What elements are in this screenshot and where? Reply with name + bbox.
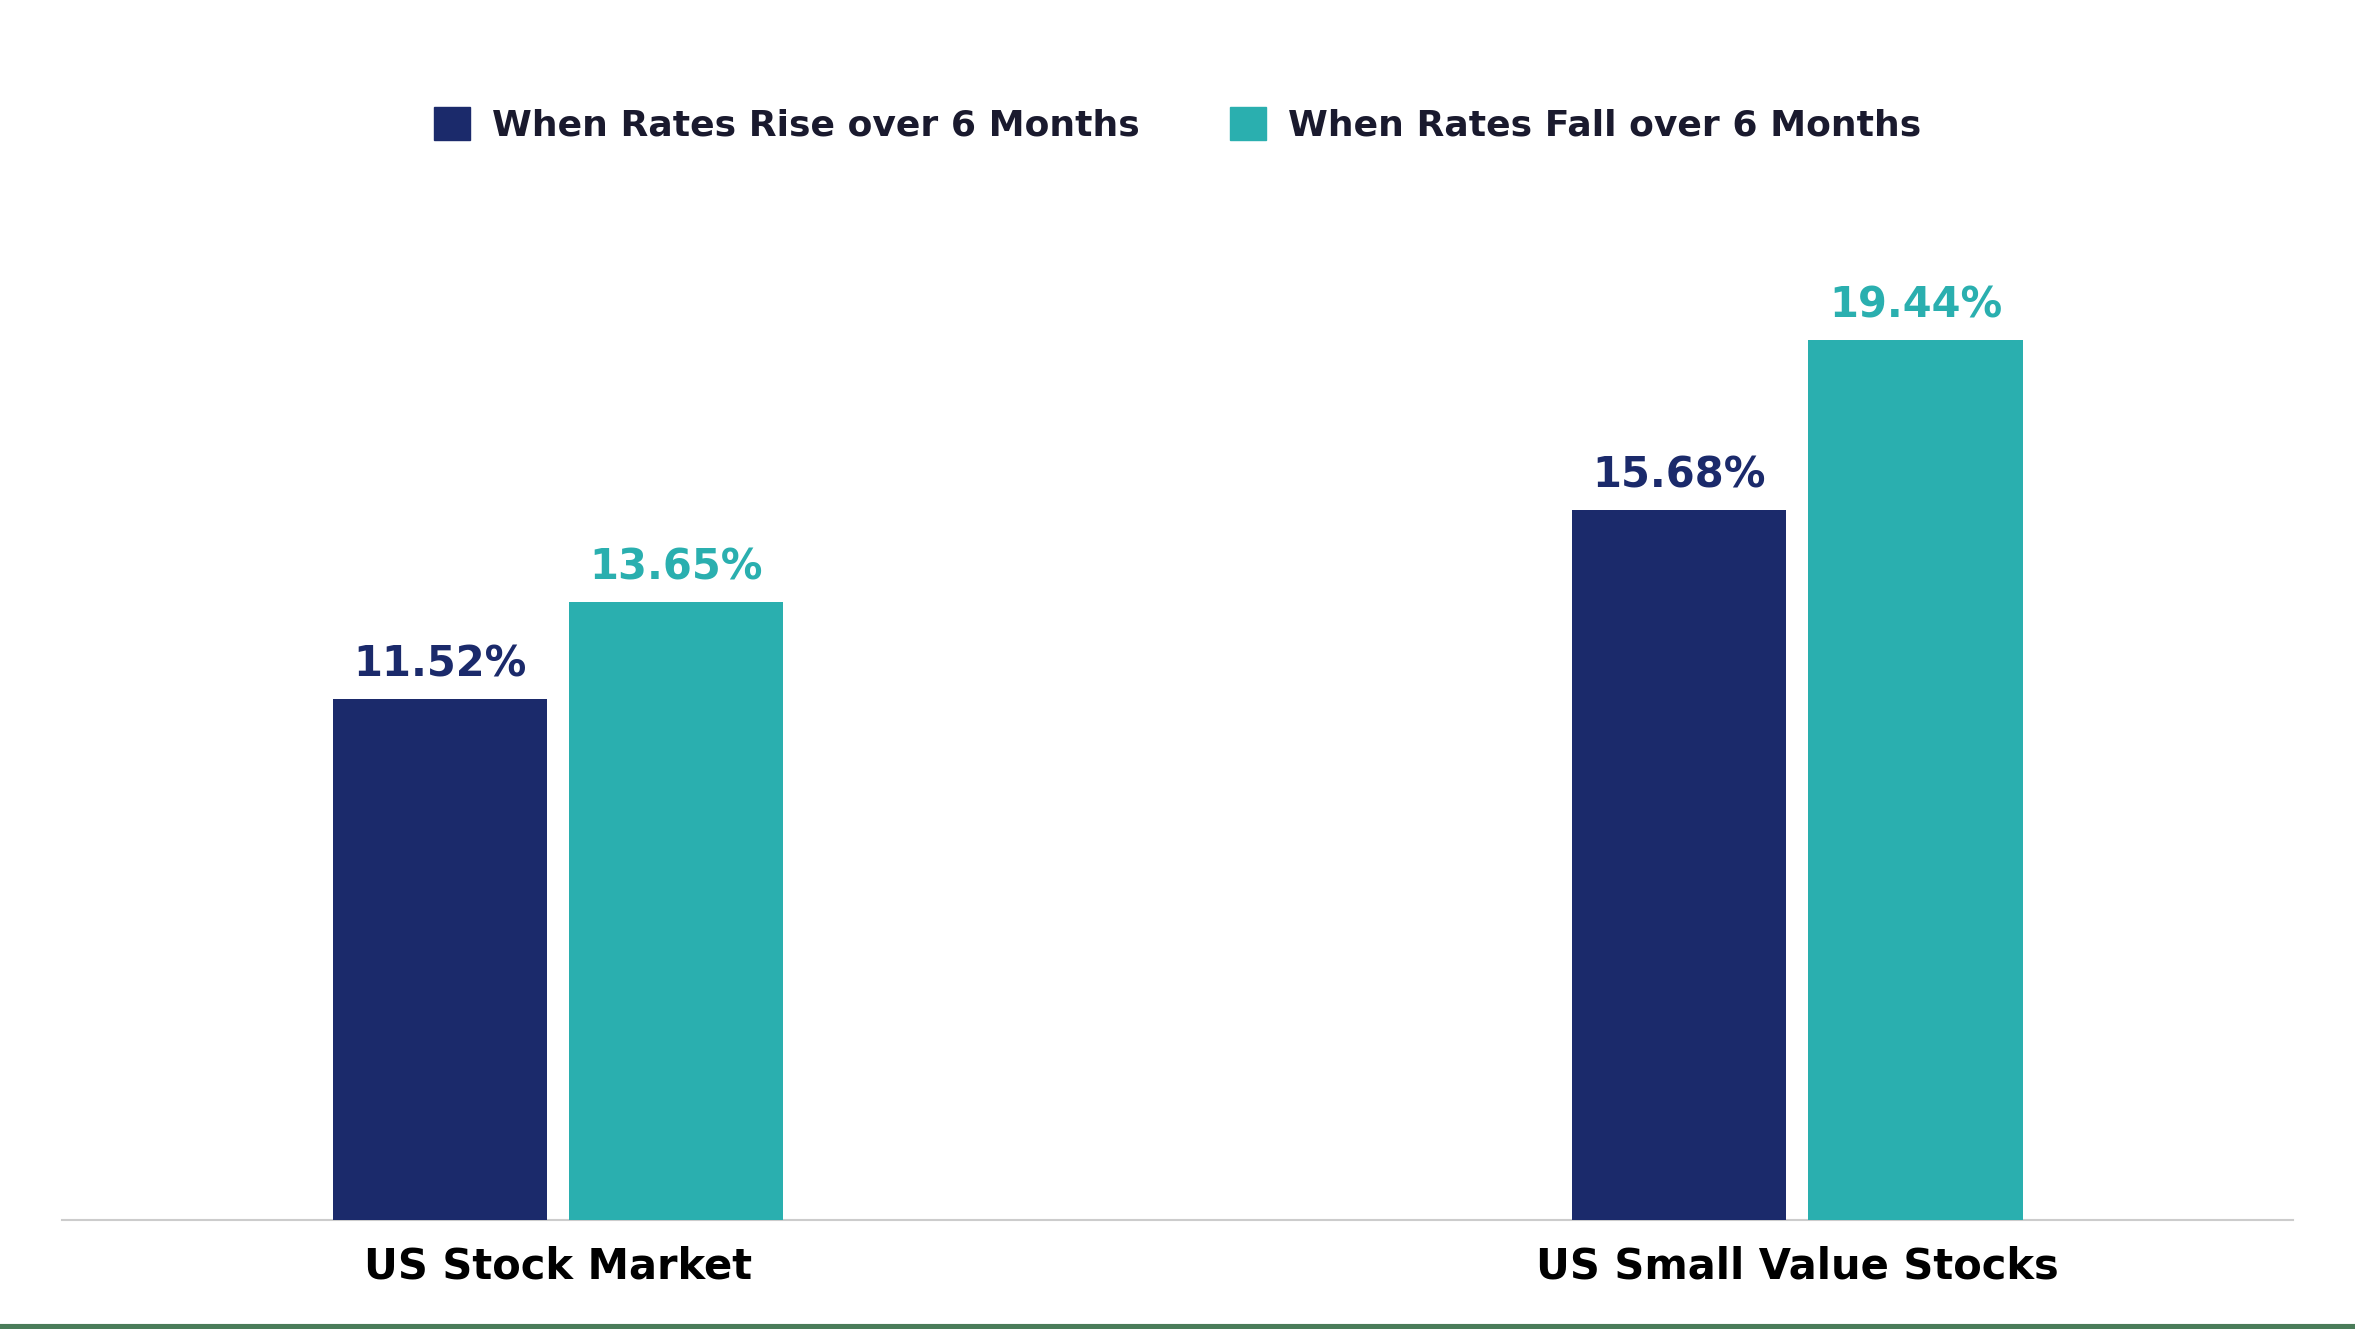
Legend: When Rates Rise over 6 Months, When Rates Fall over 6 Months: When Rates Rise over 6 Months, When Rate… — [419, 93, 1936, 157]
Text: 11.52%: 11.52% — [353, 643, 525, 686]
Bar — [1809, 340, 2023, 1220]
Text: 19.44%: 19.44% — [1830, 284, 2002, 327]
Text: 15.68%: 15.68% — [1592, 455, 1766, 497]
Text: 13.65%: 13.65% — [589, 546, 763, 589]
Bar — [1571, 510, 1785, 1220]
Bar — [332, 699, 546, 1220]
Bar — [570, 602, 784, 1220]
